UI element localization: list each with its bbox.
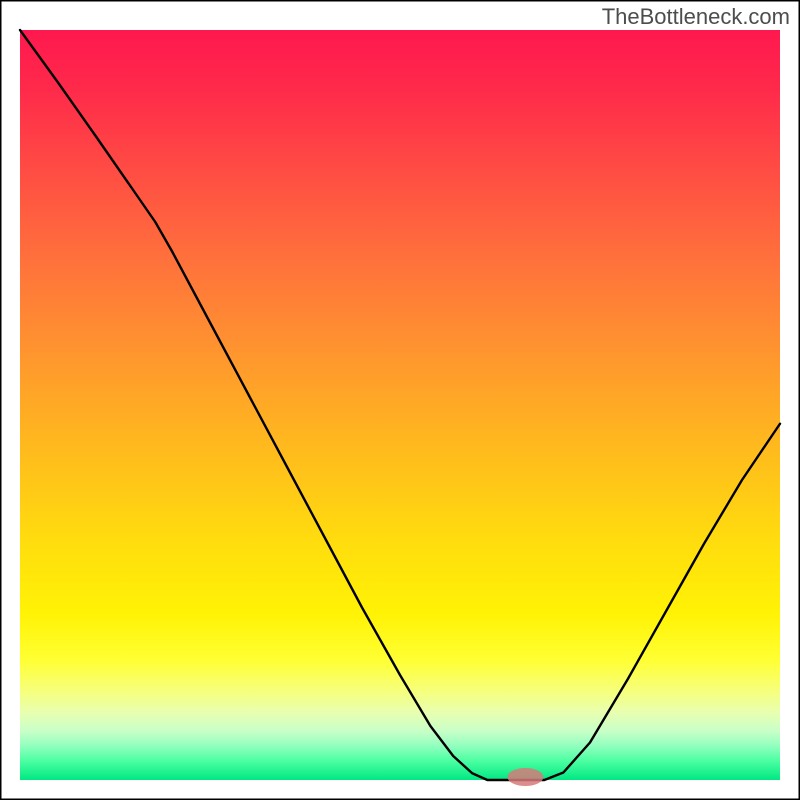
- gradient-background: [20, 30, 780, 780]
- watermark-text: TheBottleneck.com: [602, 4, 790, 30]
- chart-container: TheBottleneck.com: [0, 0, 800, 800]
- optimum-marker: [507, 768, 543, 786]
- bottleneck-chart: [0, 0, 800, 800]
